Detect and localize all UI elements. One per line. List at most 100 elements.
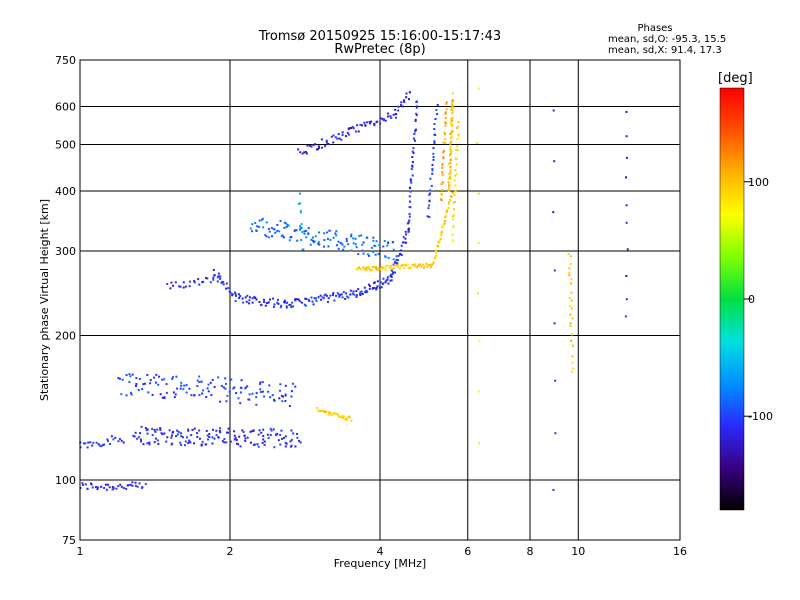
data-point	[408, 212, 411, 215]
data-point	[331, 293, 334, 296]
data-point	[440, 234, 443, 237]
x-tick-labels: 1 2 4 6 8 10 16	[77, 545, 688, 558]
data-point	[235, 294, 238, 297]
data-point	[278, 389, 281, 392]
data-point	[454, 189, 457, 192]
data-point	[395, 261, 398, 264]
data-point	[281, 437, 284, 440]
x-tick-label: 6	[464, 545, 471, 558]
data-point	[451, 233, 454, 236]
data-point	[213, 274, 216, 277]
data-point	[255, 392, 258, 395]
data-point	[404, 230, 407, 233]
data-point	[337, 133, 340, 136]
data-point	[452, 218, 455, 221]
data-point	[398, 252, 401, 255]
data-point	[397, 254, 400, 257]
data-point	[300, 223, 303, 226]
data-point	[368, 287, 371, 290]
data-point	[166, 282, 169, 285]
data-point	[131, 373, 134, 376]
data-point	[299, 225, 302, 228]
data-point	[345, 237, 348, 240]
data-point	[127, 484, 130, 487]
data-point	[142, 443, 145, 446]
data-point	[281, 400, 284, 403]
data-point	[428, 193, 431, 196]
data-point	[382, 245, 385, 248]
data-point	[570, 299, 573, 302]
data-point	[378, 286, 381, 289]
data-point	[444, 142, 447, 145]
data-point	[400, 253, 403, 256]
data-point	[193, 427, 196, 430]
data-point	[231, 293, 234, 296]
data-point	[409, 179, 412, 182]
data-point	[448, 175, 451, 178]
data-point	[393, 261, 396, 264]
data-point	[478, 442, 481, 445]
data-point	[365, 266, 368, 269]
data-point	[354, 243, 357, 246]
x-tick-label: 1	[77, 545, 84, 558]
data-point	[307, 298, 310, 301]
data-point	[268, 230, 271, 233]
data-point	[128, 373, 131, 376]
data-point	[209, 281, 212, 284]
data-point	[368, 121, 371, 124]
data-point	[324, 293, 327, 296]
data-point	[448, 183, 451, 186]
data-point	[207, 390, 210, 393]
data-point	[196, 379, 199, 382]
data-point	[115, 487, 118, 490]
data-point	[231, 294, 234, 297]
x-tick-label: 2	[227, 545, 234, 558]
data-point	[294, 298, 297, 301]
data-point	[449, 158, 452, 161]
data-point	[366, 253, 369, 256]
data-point	[289, 440, 292, 443]
data-point	[370, 120, 373, 123]
data-point	[428, 216, 431, 219]
data-point	[569, 255, 572, 258]
data-point	[283, 226, 286, 229]
data-point	[305, 236, 308, 239]
data-point	[146, 442, 149, 445]
y-axis-label: Stationary phase Virtual Height [km]	[38, 199, 51, 401]
data-point	[134, 481, 137, 484]
data-point	[128, 380, 131, 383]
data-point	[317, 241, 320, 244]
data-point	[263, 301, 266, 304]
data-point	[239, 391, 242, 394]
data-point	[188, 285, 191, 288]
data-point	[176, 433, 179, 436]
data-point	[383, 266, 386, 269]
data-point	[197, 278, 200, 281]
data-point	[351, 125, 354, 128]
data-point	[390, 268, 393, 271]
data-point	[392, 113, 395, 116]
data-point	[432, 158, 435, 161]
data-point	[445, 211, 448, 214]
data-point	[432, 155, 435, 158]
data-point	[188, 439, 191, 442]
colorbar-label: [deg]	[718, 71, 753, 86]
data-point	[285, 305, 288, 308]
data-point	[171, 376, 174, 379]
data-point	[213, 437, 216, 440]
data-point	[262, 428, 265, 431]
data-point	[339, 293, 342, 296]
data-point	[255, 229, 258, 232]
data-point	[327, 245, 330, 248]
data-point	[291, 301, 294, 304]
data-point	[572, 367, 575, 370]
data-point	[397, 264, 400, 267]
data-point	[277, 439, 280, 442]
data-point	[206, 277, 209, 280]
data-point	[329, 412, 332, 415]
data-point	[292, 305, 295, 308]
data-point	[119, 483, 122, 486]
data-point	[244, 387, 247, 390]
data-point	[198, 375, 201, 378]
data-point	[294, 445, 297, 448]
